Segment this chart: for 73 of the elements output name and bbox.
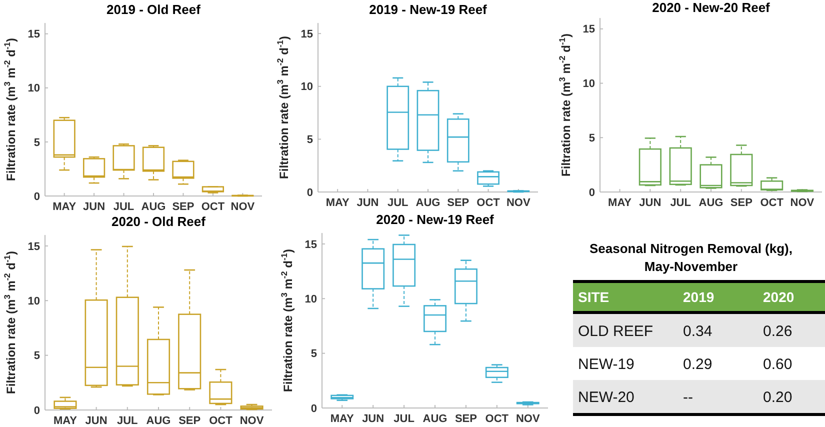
text: Seasonal Nitrogen Removal (kg), May-November (590, 241, 792, 274)
x-tick-label: JUN (639, 197, 662, 209)
x-tick-label: MAY (52, 201, 77, 213)
text: NEW-19 (578, 356, 634, 373)
x-tick-label: JUN (83, 201, 106, 213)
y-tick-label: 5 (306, 134, 313, 146)
text: 0.60 (763, 356, 792, 373)
y-tick-label: 5 (310, 348, 317, 360)
x-tick-label: AUG (146, 415, 171, 427)
x-tick-label: AUG (416, 197, 440, 209)
y-tick-label: 0 (310, 402, 317, 415)
text: -- (683, 388, 693, 406)
text: OLD REEF (578, 322, 654, 340)
x-tick-label: SEP (454, 413, 477, 425)
x-tick-label: NOV (516, 413, 540, 425)
y-tick-label: 15 (300, 28, 313, 40)
x-tick-label: JUN (362, 413, 384, 425)
x-tick-label: OCT (209, 415, 233, 427)
y-tick-label: 15 (582, 24, 595, 36)
x-tick-label: JUN (356, 197, 379, 209)
y-tick-label: 10 (582, 78, 595, 90)
x-tick-label: JUL (117, 415, 138, 427)
chart-title: 2020 - New-19 Reef (376, 212, 495, 227)
x-tick-label: MAY (53, 415, 78, 427)
x-tick-label: NOV (230, 201, 256, 213)
x-tick-label: JUL (394, 413, 415, 425)
x-tick-label: MAY (608, 197, 632, 209)
x-tick-label: JUN (85, 415, 108, 427)
y-tick-label: 0 (34, 404, 40, 417)
y-tick-label: 0 (588, 186, 595, 199)
chart-title: 2019 - New-19 Reef (369, 2, 488, 17)
x-tick-label: NOV (790, 197, 815, 209)
text: NEW-20 (578, 388, 634, 406)
chart-title: 2020 - Old Reef (112, 214, 206, 229)
y-tick-label: 10 (304, 293, 317, 306)
y-tick-label: 5 (34, 136, 40, 149)
y-tick-label: 0 (34, 190, 40, 203)
y-tick-label: 10 (28, 82, 40, 95)
x-tick-label: OCT (760, 197, 784, 209)
x-tick-label: SEP (730, 197, 752, 209)
y-tick-label: 10 (300, 81, 313, 94)
x-tick-label: AUG (141, 201, 166, 213)
text: 0.29 (683, 356, 712, 373)
x-tick-label: SEP (447, 197, 470, 209)
x-tick-label: JUL (113, 201, 134, 213)
x-tick-label: MAY (326, 197, 350, 209)
x-tick-label: NOV (240, 415, 264, 427)
y-tick-label: 15 (28, 28, 40, 41)
x-tick-label: JUL (387, 197, 409, 209)
x-tick-label: SEP (178, 415, 201, 427)
y-tick-label: 15 (304, 238, 317, 251)
x-tick-label: NOV (506, 197, 531, 209)
y-tick-label: 15 (28, 240, 40, 253)
x-tick-label: OCT (201, 201, 225, 213)
x-tick-label: SEP (172, 201, 194, 213)
chart-title: 2019 - Old Reef (106, 2, 202, 17)
text: 0.26 (763, 322, 792, 340)
y-tick-label: 0 (306, 186, 313, 199)
x-tick-label: JUL (670, 197, 692, 209)
x-tick-label: OCT (476, 197, 500, 209)
text: 0.34 (683, 322, 712, 340)
y-tick-label: 5 (34, 350, 40, 362)
chart-title: 2020 - New-20 Reef (652, 0, 771, 15)
x-tick-label: AUG (422, 413, 448, 425)
x-tick-label: MAY (330, 413, 354, 425)
y-tick-label: 10 (28, 295, 40, 308)
text: 2019 (683, 288, 714, 305)
text: 2020 (763, 288, 794, 305)
text: SITE (578, 288, 610, 305)
y-tick-label: 5 (588, 132, 595, 144)
x-tick-label: OCT (485, 413, 509, 425)
x-tick-label: AUG (698, 197, 724, 209)
text: 0.20 (763, 388, 792, 406)
